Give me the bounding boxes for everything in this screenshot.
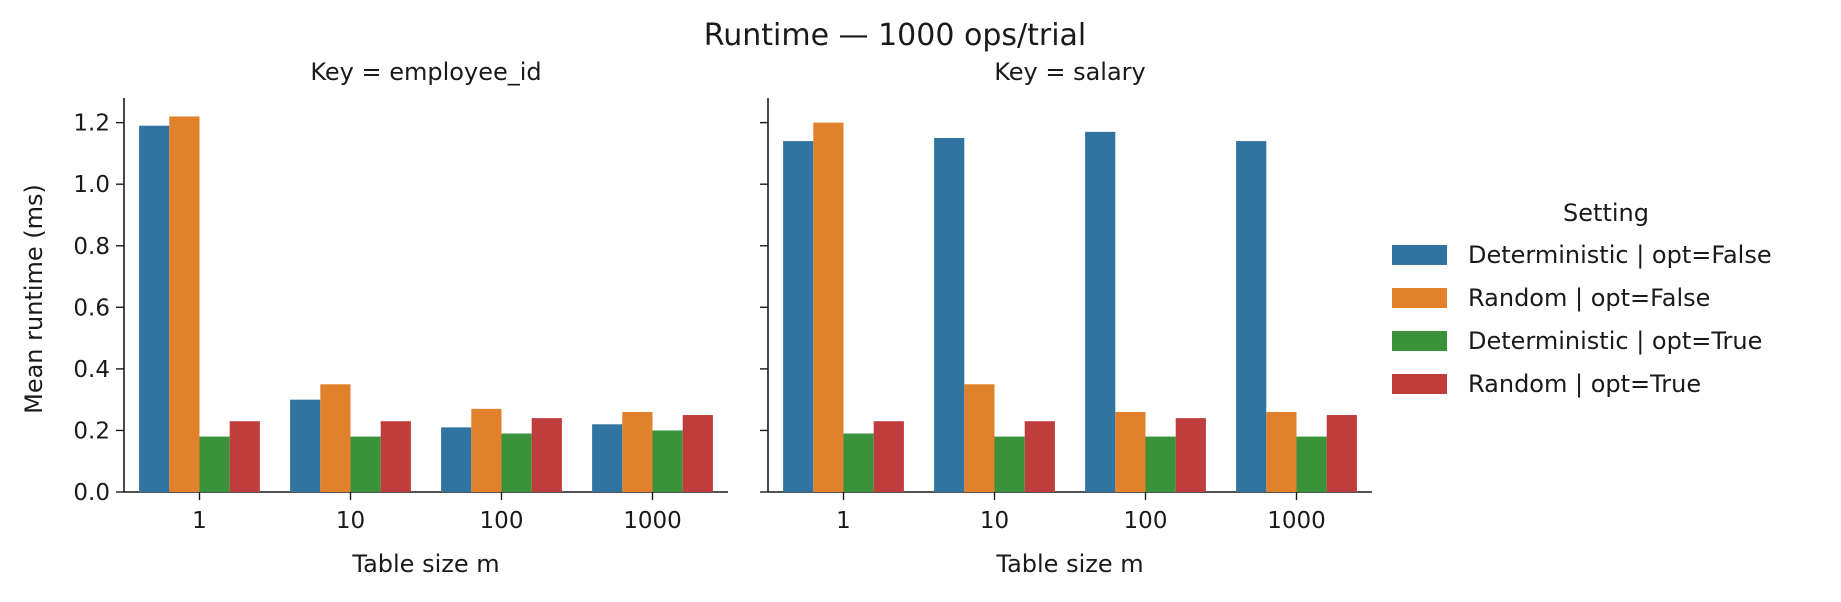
legend-swatch (1392, 288, 1447, 308)
bar (843, 433, 874, 492)
x-tick-label: 10 (980, 508, 1009, 534)
bar (501, 433, 532, 492)
y-tick-label: 1.0 (73, 172, 110, 198)
y-tick-label: 1.2 (73, 111, 110, 137)
legend-swatch (1392, 331, 1447, 351)
bar (471, 408, 502, 492)
bar (1296, 436, 1327, 492)
bar (1085, 131, 1116, 492)
y-tick-label: 0.8 (73, 234, 110, 260)
panel-salary: Key = salary 1 10 100 1000 Table size m (760, 58, 1372, 578)
bar (592, 424, 623, 492)
bar (199, 436, 230, 492)
legend: Setting Deterministic | opt=False Random … (1392, 199, 1772, 398)
panel-title: Key = employee_id (310, 58, 541, 86)
legend-swatch (1392, 245, 1447, 265)
legend-label: Random | opt=False (1468, 284, 1710, 312)
y-tick-label: 0.0 (73, 480, 110, 506)
legend-swatch (1392, 374, 1447, 394)
bar (994, 436, 1025, 492)
x-tick-label: 10 (336, 508, 365, 534)
bar (531, 418, 562, 492)
bar (783, 141, 814, 492)
bar (1326, 415, 1357, 492)
bar (229, 421, 260, 492)
bar (380, 421, 411, 492)
x-tick-label: 1000 (623, 508, 682, 534)
x-axis-label: Table size m (995, 550, 1143, 578)
legend-label: Deterministic | opt=False (1468, 241, 1772, 269)
bar (320, 384, 351, 492)
legend-label: Random | opt=True (1468, 370, 1701, 398)
bar (441, 427, 472, 492)
legend-title: Setting (1563, 199, 1649, 227)
figure-title: Runtime — 1000 ops/trial (704, 18, 1087, 53)
bar (622, 411, 653, 492)
y-tick-label: 0.2 (73, 418, 110, 444)
y-tick-label: 0.6 (73, 295, 110, 321)
panel-employee-id: Key = employee_id 0.0 0.2 0.4 0.6 0.8 1.0 1.2 1 1… (73, 58, 728, 578)
x-axis-label: Table size m (351, 550, 499, 578)
x-tick-label: 100 (1124, 508, 1168, 534)
bar (169, 116, 200, 492)
x-tick-label: 1 (836, 508, 851, 534)
bar (934, 138, 965, 492)
bar (652, 430, 683, 492)
bar (1236, 141, 1267, 492)
panel-title: Key = salary (994, 58, 1146, 86)
bar (1024, 421, 1055, 492)
bar (1145, 436, 1176, 492)
y-tick-label: 0.4 (73, 357, 110, 383)
bar (964, 384, 995, 492)
y-axis-label: Mean runtime (ms) (20, 184, 48, 414)
bar (139, 125, 170, 492)
bar (1266, 411, 1297, 492)
bar (1175, 418, 1206, 492)
bar (290, 399, 321, 492)
bar (873, 421, 904, 492)
x-tick-label: 100 (480, 508, 524, 534)
bar (1115, 411, 1146, 492)
bar (350, 436, 381, 492)
x-tick-label: 1 (192, 508, 207, 534)
bar (682, 415, 713, 492)
bar (813, 122, 844, 492)
x-tick-label: 1000 (1267, 508, 1326, 534)
legend-label: Deterministic | opt=True (1468, 327, 1762, 355)
